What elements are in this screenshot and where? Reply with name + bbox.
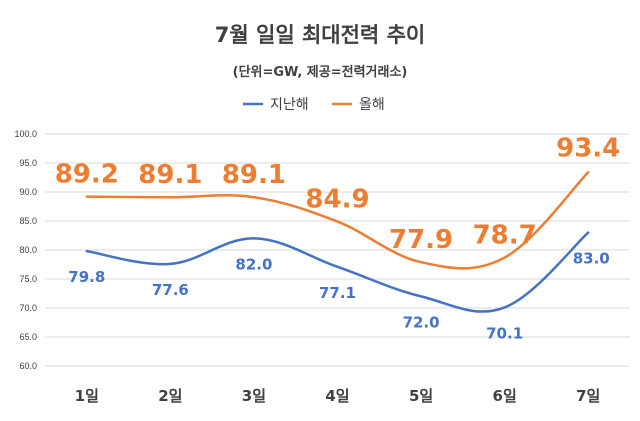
data-label-last-year: 70.1 — [486, 324, 523, 342]
x-tick-label: 1일 — [75, 387, 99, 405]
chart-subtitle: (단위=GW, 제공=전력거래소) — [233, 64, 408, 80]
x-tick-label: 3일 — [242, 387, 266, 405]
y-tick-label: 70.0 — [19, 303, 37, 313]
y-tick-label: 85.0 — [19, 216, 37, 226]
legend-label-last-year: 지난해 — [270, 97, 309, 113]
x-tick-label: 5일 — [409, 387, 433, 405]
y-tick-label: 100.0 — [14, 129, 37, 139]
y-tick-label: 60.0 — [19, 361, 37, 371]
x-tick-label: 6일 — [493, 387, 517, 405]
y-tick-label: 65.0 — [19, 332, 37, 342]
data-label-this-year: 93.4 — [556, 133, 620, 163]
data-labels: 79.8 77.6 82.0 77.1 72.0 70.1 83.0 89.2 89.1 89.1… — [55, 133, 621, 342]
data-label-this-year: 77.9 — [389, 225, 453, 255]
x-tick-label: 7일 — [576, 387, 600, 405]
data-label-last-year: 72.0 — [403, 313, 440, 331]
x-tick-label: 4일 — [325, 387, 349, 405]
series-line-this-year — [85, 171, 590, 270]
data-label-this-year: 89.1 — [138, 160, 202, 190]
y-axis-ticks: 60.0 65.0 70.0 75.0 80.0 85.0 90.0 95.0 100.0 — [14, 129, 37, 371]
data-label-last-year: 79.8 — [68, 268, 105, 286]
data-label-last-year: 77.1 — [319, 284, 356, 302]
data-label-this-year: 89.1 — [222, 160, 286, 190]
data-label-last-year: 83.0 — [573, 250, 610, 268]
data-label-this-year: 84.9 — [305, 185, 369, 215]
legend-label-this-year: 올해 — [359, 97, 385, 113]
x-tick-label: 2일 — [158, 387, 182, 405]
data-label-last-year: 82.0 — [235, 255, 272, 273]
series-lines — [85, 171, 590, 313]
y-tick-label: 90.0 — [19, 187, 37, 197]
y-tick-label: 95.0 — [19, 158, 37, 168]
data-label-this-year: 89.2 — [55, 160, 119, 190]
data-label-this-year: 78.7 — [473, 221, 537, 251]
legend: 지난해 올해 — [243, 97, 385, 113]
series-line-last-year — [85, 231, 590, 313]
x-axis-ticks: 1일 2일 3일 4일 5일 6일 7일 — [75, 387, 601, 405]
chart-title: 7월 일일 최대전력 추이 — [215, 23, 425, 47]
y-tick-label: 75.0 — [19, 274, 37, 284]
gridlines — [45, 133, 630, 367]
data-label-last-year: 77.6 — [152, 281, 189, 299]
y-tick-label: 80.0 — [19, 245, 37, 255]
